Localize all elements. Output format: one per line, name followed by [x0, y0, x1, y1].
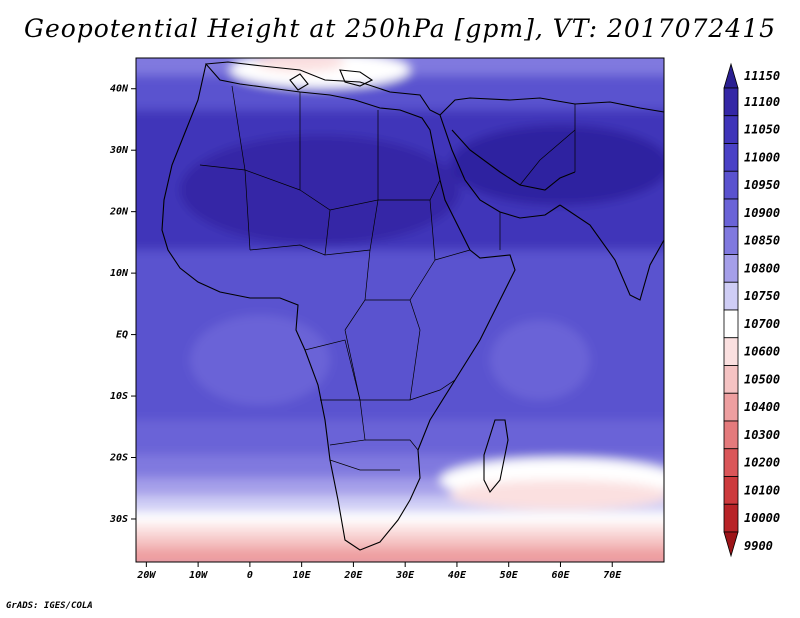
colorbar-swatch: [723, 115, 739, 144]
colorbar-label: 10200: [744, 456, 780, 470]
lon-tick-label: 60E: [551, 570, 570, 581]
lon-tick-label: 10E: [293, 570, 312, 581]
latitude-axis: 40N 30N 20N 10N EQ 10S 20S 30S: [109, 84, 136, 525]
colorbar-swatch: [723, 281, 739, 311]
lat-tick-label: 30N: [109, 145, 129, 156]
lat-tick-label: 30S: [109, 514, 128, 525]
colorbar-label: 10400: [744, 400, 780, 414]
lat-tick-label: 40N: [110, 84, 129, 95]
lon-tick-label: 30E: [395, 570, 415, 581]
lat-tick-label: 20S: [109, 453, 128, 464]
colorbar-swatch: [723, 170, 739, 200]
colorbar-label: 10000: [744, 511, 780, 525]
country-borders: [199, 85, 576, 471]
lon-tick-label: 70E: [603, 570, 622, 581]
lon-tick-label: 0: [247, 570, 253, 581]
colorbar-label: 11100: [744, 95, 780, 109]
colorbar-label: 10850: [744, 234, 780, 248]
colorbar-swatch: [723, 226, 739, 255]
colorbar-swatch: [723, 503, 739, 533]
lon-tick-label: 50E: [500, 570, 519, 581]
lat-tick-label: 10N: [110, 268, 129, 279]
colorbar-label: 10800: [744, 261, 780, 275]
colorbar-label: 10500: [744, 372, 780, 386]
colorbar-label: 9900: [744, 539, 773, 553]
lon-tick-label: 20W: [136, 570, 156, 581]
map-title: Geopotential Height at 250hPa [gpm], VT:…: [23, 14, 777, 43]
colorbar-swatch: [723, 448, 739, 477]
colorbar-swatch: [723, 309, 739, 339]
colorbar-label: 10750: [744, 289, 780, 303]
colorbar-label: 10950: [744, 178, 780, 192]
colorbar-label: 10900: [744, 206, 780, 220]
colorbar-label: 11150: [744, 69, 780, 83]
lat-tick-label: 10S: [110, 391, 128, 402]
colorbar-swatch: [723, 62, 739, 89]
colorbar-label: 10600: [744, 345, 780, 359]
colorbar-swatch: [723, 476, 739, 505]
map-frame: [135, 57, 665, 563]
longitude-axis: 20W 10W 0 10E 20E 30E 40E 50E 60E 70E: [136, 562, 622, 581]
colorbar-label: 10100: [744, 483, 780, 497]
colorbar: 11150 11100 11050 11000 10950 10900 10850 10800…: [723, 62, 780, 558]
colorbar-label: 10700: [744, 317, 780, 331]
colorbar-label: 11000: [744, 150, 780, 164]
colorbar-label: 11050: [744, 123, 780, 137]
colorbar-swatch: [723, 392, 739, 422]
colorbar-swatch: [723, 143, 739, 172]
colorbar-label: 10300: [744, 428, 780, 442]
lon-tick-label: 40E: [448, 570, 467, 581]
lon-tick-label: 10W: [189, 570, 208, 581]
colorbar-swatch: [723, 337, 739, 366]
lat-tick-label: EQ: [116, 330, 128, 341]
lat-tick-label: 20N: [109, 207, 129, 218]
colorbar-swatch: [723, 365, 739, 394]
colorbar-swatch: [723, 87, 739, 117]
credit-label: GrADS: IGES/COLA: [6, 601, 93, 611]
lon-tick-label: 20E: [343, 570, 363, 581]
colorbar-swatch: [723, 198, 739, 228]
colorbar-swatch: [723, 531, 739, 558]
height-field: [136, 58, 664, 562]
colorbar-swatch: [723, 420, 739, 450]
colorbar-swatch: [723, 254, 739, 283]
